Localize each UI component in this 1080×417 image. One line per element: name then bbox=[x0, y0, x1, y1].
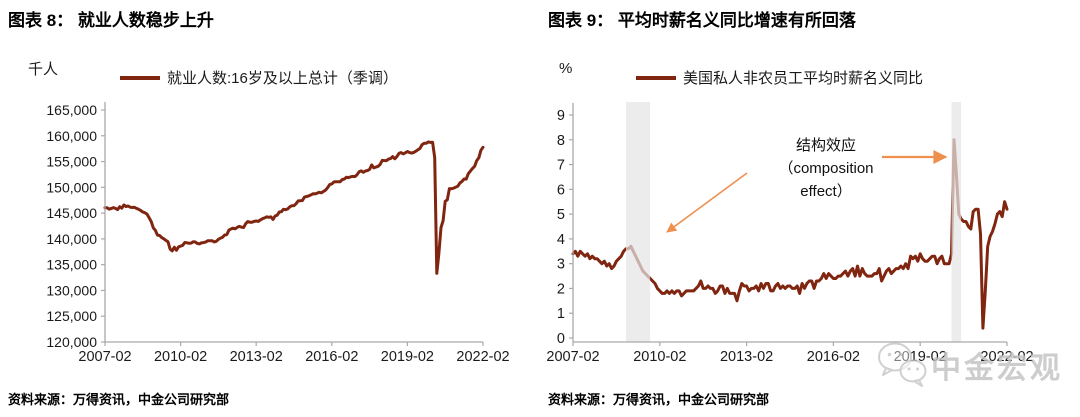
y-tick-label: 145,000 bbox=[46, 205, 97, 221]
y-tick-label: 160,000 bbox=[46, 128, 97, 144]
x-tick-label: 2016-02 bbox=[807, 349, 860, 365]
y-tick-label: 1 bbox=[557, 306, 565, 322]
y-tick-label: 130,000 bbox=[46, 282, 97, 298]
chart9-source-note: 资料来源：万得资讯，中金公司研究部 bbox=[548, 392, 770, 407]
y-tick-label: 125,000 bbox=[46, 308, 97, 324]
x-tick-label: 2007-02 bbox=[546, 349, 599, 365]
composition-effect-annotation: 结构效应 （composition effect） bbox=[740, 134, 912, 203]
y-tick-label: 120,000 bbox=[46, 334, 97, 350]
annotation-line-1: 结构效应 bbox=[795, 137, 856, 154]
chart9-title: 图表 9： 平均时薪名义同比增速有所回落 bbox=[548, 11, 856, 30]
y-tick-label: 8 bbox=[557, 133, 565, 149]
x-tick-label: 2019-02 bbox=[381, 349, 434, 365]
y-tick-label: 4 bbox=[557, 232, 565, 248]
x-tick-label: 2010-02 bbox=[154, 349, 207, 365]
y-tick-label: 135,000 bbox=[46, 257, 97, 273]
y-tick-label: 9 bbox=[557, 108, 565, 124]
hourly-wage-line-chart: 9 8 7 6 5 4 3 2 1 0 2007-02 2010-02 2013-02 2016-02 20… bbox=[546, 102, 1034, 365]
y-tick-label: 6 bbox=[557, 182, 565, 198]
x-tick-label: 2010-02 bbox=[633, 349, 686, 365]
chart9-legend-label: 美国私人非农员工平均时薪名义同比 bbox=[683, 70, 924, 87]
y-tick-label: 140,000 bbox=[46, 231, 97, 247]
legend-line-swatch bbox=[120, 75, 160, 80]
y-tick-label: 7 bbox=[557, 158, 565, 174]
y-tick-label: 155,000 bbox=[46, 154, 97, 170]
x-tick-label: 2022-02 bbox=[456, 349, 509, 365]
x-tick-label: 2016-02 bbox=[305, 349, 358, 365]
y-tick-label: 3 bbox=[557, 257, 565, 273]
chart8-legend: 就业人数:16岁及以上总计（季调） bbox=[120, 67, 398, 88]
annotation-arrow-left bbox=[666, 172, 748, 233]
employment-line-chart: 165,000 160,000 155,000 150,000 145,000 140,0… bbox=[46, 102, 510, 365]
y-tick-label: 5 bbox=[557, 207, 565, 223]
chart8-legend-label: 就业人数:16岁及以上总计（季调） bbox=[167, 70, 398, 87]
x-tick-label: 2007-02 bbox=[78, 349, 131, 365]
shaded-band bbox=[951, 102, 962, 342]
chart9-y-axis-unit-label: % bbox=[559, 60, 573, 77]
chart-panel-hourly-wage: 图表 9： 平均时薪名义同比增速有所回落 % 美国私人非农员工平均时薪名义同比 … bbox=[540, 0, 1080, 417]
y-tick-label: 2 bbox=[557, 281, 565, 297]
legend-line-swatch bbox=[636, 75, 676, 80]
y-tick-label: 165,000 bbox=[46, 102, 97, 118]
x-tick-label: 2013-02 bbox=[230, 349, 283, 365]
annotation-line-2: （composition bbox=[778, 160, 874, 177]
y-tick-label: 150,000 bbox=[46, 179, 97, 195]
x-tick-label: 2013-02 bbox=[720, 349, 773, 365]
chart8-source-note: 资料来源：万得资讯，中金公司研究部 bbox=[8, 392, 230, 407]
chart9-legend: 美国私人非农员工平均时薪名义同比 bbox=[636, 67, 923, 88]
x-tick-label: 2019-02 bbox=[894, 349, 947, 365]
chart8-title: 图表 8： 就业人数稳步上升 bbox=[8, 11, 214, 30]
y-tick-label: 0 bbox=[557, 331, 565, 347]
chart-panel-employment: 图表 8： 就业人数稳步上升 千人 就业人数:16岁及以上总计（季调） 165,… bbox=[8, 11, 510, 407]
data-series-line bbox=[103, 140, 485, 275]
chart8-y-axis-unit-label: 千人 bbox=[28, 61, 59, 78]
annotation-line-3: effect） bbox=[800, 183, 852, 200]
shaded-band bbox=[626, 102, 651, 342]
x-tick-label: 2022-02 bbox=[980, 349, 1033, 365]
